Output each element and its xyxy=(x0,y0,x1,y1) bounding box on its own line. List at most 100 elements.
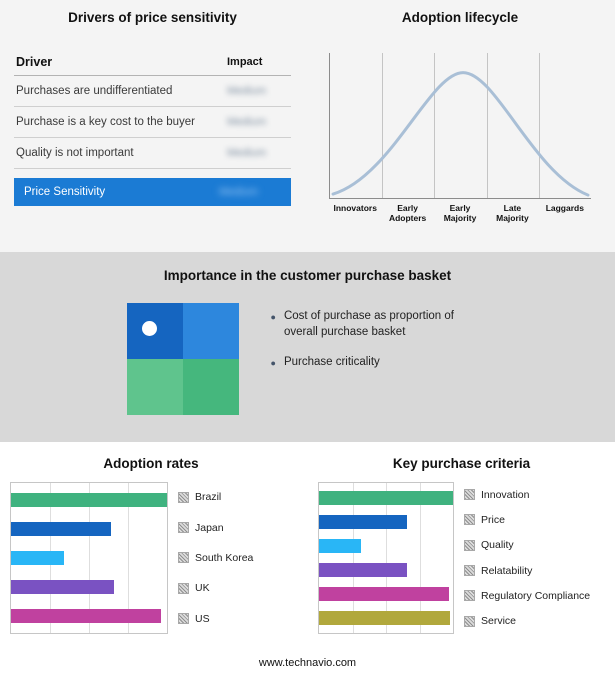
hatched-swatch-icon xyxy=(178,522,189,534)
bell-curve-path xyxy=(331,71,590,197)
legend-item: Quality xyxy=(464,539,590,551)
legend-item: Price xyxy=(464,514,590,526)
hatched-swatch-icon xyxy=(178,613,189,625)
hatched-swatch-icon xyxy=(178,582,189,594)
legend-label: Relatability xyxy=(481,564,533,577)
purchase-basket-quadrant xyxy=(126,303,239,415)
gridline xyxy=(89,483,90,633)
legend-item: Japan xyxy=(178,521,253,534)
legend-label: Japan xyxy=(195,521,224,534)
driver-cell: Purchase is a key cost to the buyer xyxy=(16,116,195,128)
driver-cell: Quality is not important xyxy=(16,147,134,159)
driver-column-header: Driver xyxy=(16,55,53,69)
bar-relatability xyxy=(319,563,408,577)
gridline xyxy=(486,53,488,198)
drivers-table-header: Driver Impact xyxy=(14,49,291,76)
legend-label: Regulatory Compliance xyxy=(481,589,591,602)
driver-cell: Purchases are undifferentiated xyxy=(16,85,173,97)
gridline xyxy=(419,483,421,633)
legend-item: Service xyxy=(464,615,590,628)
quadrant-top-left xyxy=(126,303,183,359)
hatched-swatch-icon xyxy=(178,552,189,564)
key-purchase-criteria-title: Key purchase criteria xyxy=(392,456,531,471)
key-purchase-criteria-chart: Key purchase criteria Innovat xyxy=(318,456,605,634)
footer-url: www.technavio.com xyxy=(258,657,357,669)
gridline xyxy=(382,53,384,198)
hatched-swatch-icon xyxy=(178,491,189,503)
bullet-icon: ● xyxy=(270,358,276,369)
stage-label-late-majority: Late Majority xyxy=(496,203,529,223)
adoption-lifecycle-panel: Adoption lifecycle Innovators Early Adop… xyxy=(305,0,615,252)
legend-item: Innovation xyxy=(464,489,590,501)
adoption-rates-legend: Brazil Japan South Korea UK US xyxy=(168,482,253,634)
purchase-basket-section: Importance in the customer purchase bask… xyxy=(0,252,615,442)
adoption-rates-title: Adoption rates xyxy=(103,456,199,471)
list-item: ● Cost of purchase as proportion of over… xyxy=(271,309,489,340)
price-sensitivity-panel: Drivers of price sensitivity Driver Impa… xyxy=(0,0,305,252)
hatched-swatch-icon xyxy=(464,489,475,501)
stage-label-innovators: Innovators xyxy=(333,203,377,213)
bar-quality xyxy=(319,539,361,553)
key-purchase-criteria-legend: Innovation Price Quality Relatability Re… xyxy=(454,482,590,634)
hatched-swatch-icon xyxy=(464,565,475,577)
hatched-swatch-icon xyxy=(464,514,475,526)
quadrant-top-right xyxy=(182,303,239,359)
quadrant-marker-dot xyxy=(141,321,157,336)
bell-curve-chart xyxy=(331,71,590,197)
legend-item: Brazil xyxy=(178,491,253,503)
top-section: Drivers of price sensitivity Driver Impa… xyxy=(0,0,615,252)
gridline xyxy=(386,483,387,633)
legend-item: South Korea xyxy=(178,551,254,564)
hatched-swatch-icon xyxy=(464,615,475,627)
price-sensitivity-impact-blurred: Medium xyxy=(219,186,259,198)
bar-price xyxy=(319,515,408,529)
bar-uk xyxy=(11,579,114,594)
gridline xyxy=(128,483,129,633)
bullet-text: Purchase criticality xyxy=(283,356,380,369)
lifecycle-chart xyxy=(329,53,591,199)
legend-label: Service xyxy=(481,615,517,628)
stage-label-early-adopters: Early Adopters xyxy=(388,203,427,223)
gridline xyxy=(538,53,540,198)
bar-us xyxy=(11,608,161,623)
bar-regulatory-compliance xyxy=(319,587,449,601)
stage-label-early-majority: Early Majority xyxy=(443,203,477,223)
basket-bullet-list: ● Cost of purchase as proportion of over… xyxy=(271,303,489,415)
list-item: ● Purchase criticality xyxy=(271,355,489,371)
legend-label: US xyxy=(195,612,210,625)
legend-item: US xyxy=(178,612,253,625)
impact-column-header: Impact xyxy=(227,56,263,68)
drivers-title: Drivers of price sensitivity xyxy=(68,10,237,25)
legend-item: Regulatory Compliance xyxy=(464,589,591,602)
legend-label: South Korea xyxy=(195,551,254,564)
table-row: Purchase is a key cost to the buyer Medi… xyxy=(14,107,291,138)
gridline xyxy=(434,53,436,198)
bar-charts-section: Adoption rates Brazil Japan xyxy=(0,442,615,680)
stage-label-laggards: Laggards xyxy=(545,203,584,213)
bar-service xyxy=(319,611,451,625)
bar-charts-row: Adoption rates Brazil Japan xyxy=(0,456,615,634)
hatched-swatch-icon xyxy=(464,590,475,602)
bar-south-korea xyxy=(11,550,65,565)
bullet-text: Cost of purchase as proportion of overal… xyxy=(283,310,454,338)
lifecycle-stage-labels: Innovators Early Adopters Early Majority… xyxy=(329,203,591,224)
legend-item: UK xyxy=(178,582,253,594)
impact-cell-blurred: Medium xyxy=(227,85,267,97)
basket-body: ● Cost of purchase as proportion of over… xyxy=(0,303,615,415)
hatched-swatch-icon xyxy=(464,539,475,551)
key-purchase-criteria-plot xyxy=(318,482,454,634)
lifecycle-title: Adoption lifecycle xyxy=(401,10,519,25)
price-sensitivity-summary-row: Price Sensitivity Medium xyxy=(14,178,291,206)
impact-cell-blurred: Medium xyxy=(227,147,267,159)
table-row: Quality is not important Medium xyxy=(14,138,291,169)
table-row: Purchases are undifferentiated Medium xyxy=(14,76,291,107)
drivers-table: Driver Impact Purchases are undifferenti… xyxy=(14,49,291,169)
price-sensitivity-label: Price Sensitivity xyxy=(24,186,106,198)
bar-japan xyxy=(11,522,111,537)
quadrant-bottom-left xyxy=(126,359,183,415)
bar-innovation xyxy=(319,491,453,505)
adoption-rates-plot xyxy=(10,482,168,634)
impact-cell-blurred: Medium xyxy=(227,116,267,128)
legend-item: Relatability xyxy=(464,564,590,577)
